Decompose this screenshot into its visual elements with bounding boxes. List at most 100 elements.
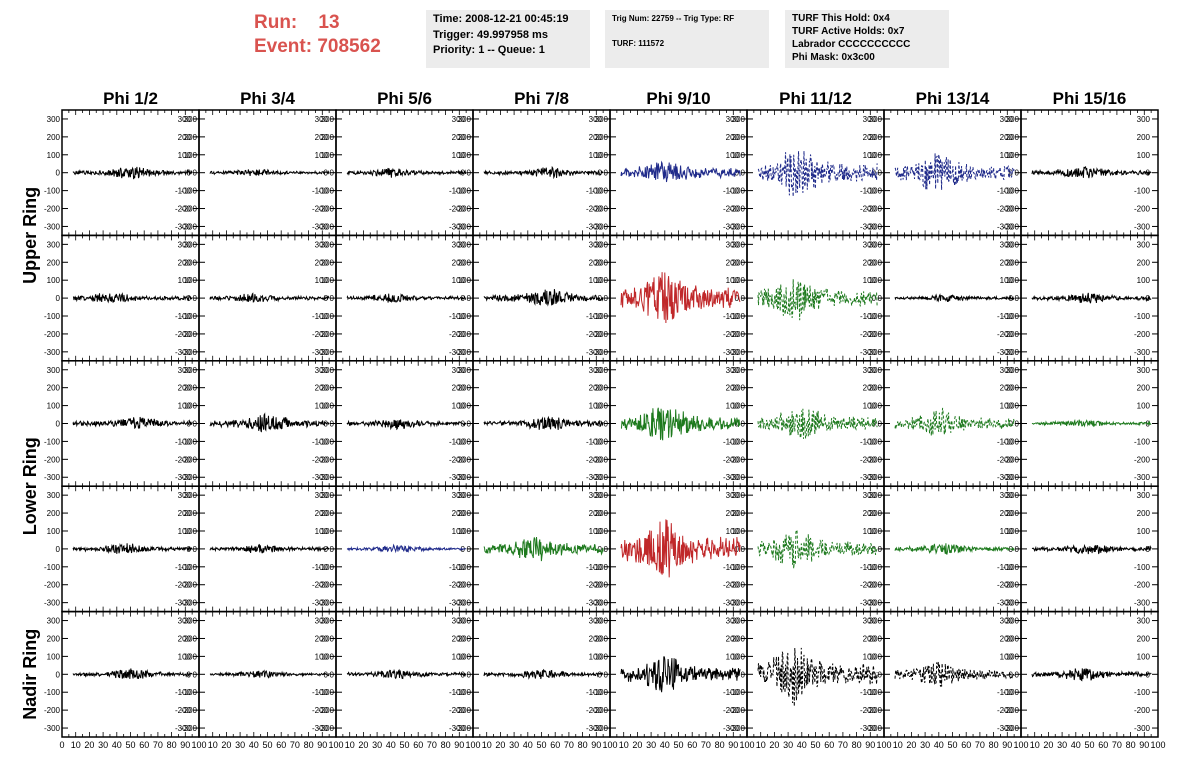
- y-tick-label: 0: [604, 169, 609, 178]
- y-tick-label: 300: [732, 366, 746, 375]
- x-tick-label: 40: [523, 740, 533, 750]
- y-tick-label: -300: [318, 222, 335, 231]
- y-tick-label: -100: [318, 312, 335, 321]
- y-tick-label: 300: [321, 491, 335, 500]
- y-tick-label: -300: [318, 348, 335, 357]
- x-tick-label: 100: [876, 740, 891, 750]
- y-tick-label: -200: [729, 455, 746, 464]
- y-tick-label: -100: [44, 437, 61, 446]
- x-tick-label: 50: [125, 740, 135, 750]
- y-tick-label: -300: [592, 473, 609, 482]
- y-tick-label: 300: [869, 115, 883, 124]
- x-tick-label: 0: [59, 740, 64, 750]
- y-tick-label: -200: [729, 581, 746, 590]
- y-tick-label: 100: [47, 652, 61, 661]
- y-tick-label: -300: [1003, 222, 1020, 231]
- x-tick-label: 100: [739, 740, 754, 750]
- y-tick-label: -100: [1003, 563, 1020, 572]
- x-tick-label: 60: [1098, 740, 1108, 750]
- x-tick-label: 20: [769, 740, 779, 750]
- y-tick-label: 100: [1006, 402, 1020, 411]
- y-tick-label: 300: [321, 240, 335, 249]
- y-tick-label: 300: [47, 617, 61, 626]
- x-tick-label: 20: [495, 740, 505, 750]
- y-tick-label: -100: [455, 187, 472, 196]
- y-tick-label: -300: [592, 222, 609, 231]
- waveform-trace: [73, 293, 192, 302]
- waveform-trace: [895, 662, 1014, 687]
- x-tick-label: 80: [304, 740, 314, 750]
- y-tick-label: 200: [458, 384, 472, 393]
- x-tick-label: 100: [602, 740, 617, 750]
- x-tick-label: 100: [1013, 740, 1028, 750]
- y-tick-label: -200: [181, 706, 198, 715]
- waveform-trace: [210, 671, 329, 678]
- x-tick-label: 40: [112, 740, 122, 750]
- x-tick-label: 90: [180, 740, 190, 750]
- y-tick-label: 100: [869, 652, 883, 661]
- x-tick-label: 60: [413, 740, 423, 750]
- y-tick-label: -300: [455, 599, 472, 608]
- y-tick-label: 100: [595, 652, 609, 661]
- y-tick-label: -100: [455, 688, 472, 697]
- y-tick-label: -300: [44, 599, 61, 608]
- waveform-trace: [210, 414, 329, 432]
- x-tick-label: 100: [465, 740, 480, 750]
- y-tick-label: -200: [1134, 455, 1151, 464]
- y-tick-label: 0: [604, 670, 609, 679]
- y-tick-label: -100: [592, 437, 609, 446]
- x-tick-label: 100: [191, 740, 206, 750]
- y-tick-label: 200: [47, 634, 61, 643]
- y-tick-label: 0: [467, 420, 472, 429]
- waveform-trace: [73, 167, 192, 179]
- x-tick-label: 10: [1030, 740, 1040, 750]
- x-tick-label: 70: [1112, 740, 1122, 750]
- x-tick-label: 90: [1002, 740, 1012, 750]
- y-tick-label: -100: [592, 688, 609, 697]
- panel-r2-c2: -300 -300-200 -200-100 -1000 0100 100200 20030…: [181, 235, 336, 360]
- y-tick-label: -200: [318, 581, 335, 590]
- y-tick-label: 100: [1137, 402, 1151, 411]
- y-tick-label: -100: [1134, 312, 1151, 321]
- y-tick-label: -100: [455, 437, 472, 446]
- y-tick-label: 200: [732, 634, 746, 643]
- y-tick-label: 100: [47, 151, 61, 160]
- y-tick-label: 100: [47, 276, 61, 285]
- x-tick-label: 90: [728, 740, 738, 750]
- y-tick-label: -100: [1134, 437, 1151, 446]
- y-tick-label: -100: [1134, 187, 1151, 196]
- panel-r2-c4: -300 -300-200 -200-100 -1000 0100 100200 20030…: [455, 235, 610, 360]
- panel-r4-c1: -300 -300-200 -200-100 -1000 0100 100200 20030…: [44, 486, 199, 611]
- y-tick-label: 200: [732, 133, 746, 142]
- y-tick-label: -200: [455, 455, 472, 464]
- y-tick-label: -200: [44, 205, 61, 214]
- y-tick-label: 200: [1006, 634, 1020, 643]
- y-tick-label: 100: [732, 402, 746, 411]
- y-tick-label: 100: [869, 402, 883, 411]
- y-tick-label: 100: [1006, 151, 1020, 160]
- y-tick-label: 300: [458, 240, 472, 249]
- y-tick-label: 0: [1015, 294, 1020, 303]
- waveform-trace: [73, 669, 192, 679]
- y-tick-label: 200: [321, 634, 335, 643]
- y-tick-label: 0: [878, 545, 883, 554]
- y-tick-label: 300: [869, 617, 883, 626]
- y-tick-label: -200: [44, 581, 61, 590]
- x-tick-label: 20: [358, 740, 368, 750]
- y-tick-label: -200: [1003, 205, 1020, 214]
- y-tick-label: 100: [732, 652, 746, 661]
- x-tick-label: 70: [427, 740, 437, 750]
- x-tick-label: 10: [71, 740, 81, 750]
- y-tick-label: 300: [732, 240, 746, 249]
- y-tick-label: 0: [1015, 670, 1020, 679]
- y-tick-label: 0: [1015, 545, 1020, 554]
- panel-r3-c1: -300 -300-200 -200-100 -1000 0100 100200 20030…: [44, 361, 199, 486]
- y-tick-label: 200: [321, 384, 335, 393]
- panel-r2-c3: -300 -300-200 -200-100 -1000 0100 100200 20030…: [318, 235, 473, 360]
- y-tick-label: 200: [1006, 133, 1020, 142]
- y-tick-label: -100: [44, 312, 61, 321]
- x-tick-label: 50: [1084, 740, 1094, 750]
- y-tick-label: -100: [729, 563, 746, 572]
- y-tick-label: 100: [321, 151, 335, 160]
